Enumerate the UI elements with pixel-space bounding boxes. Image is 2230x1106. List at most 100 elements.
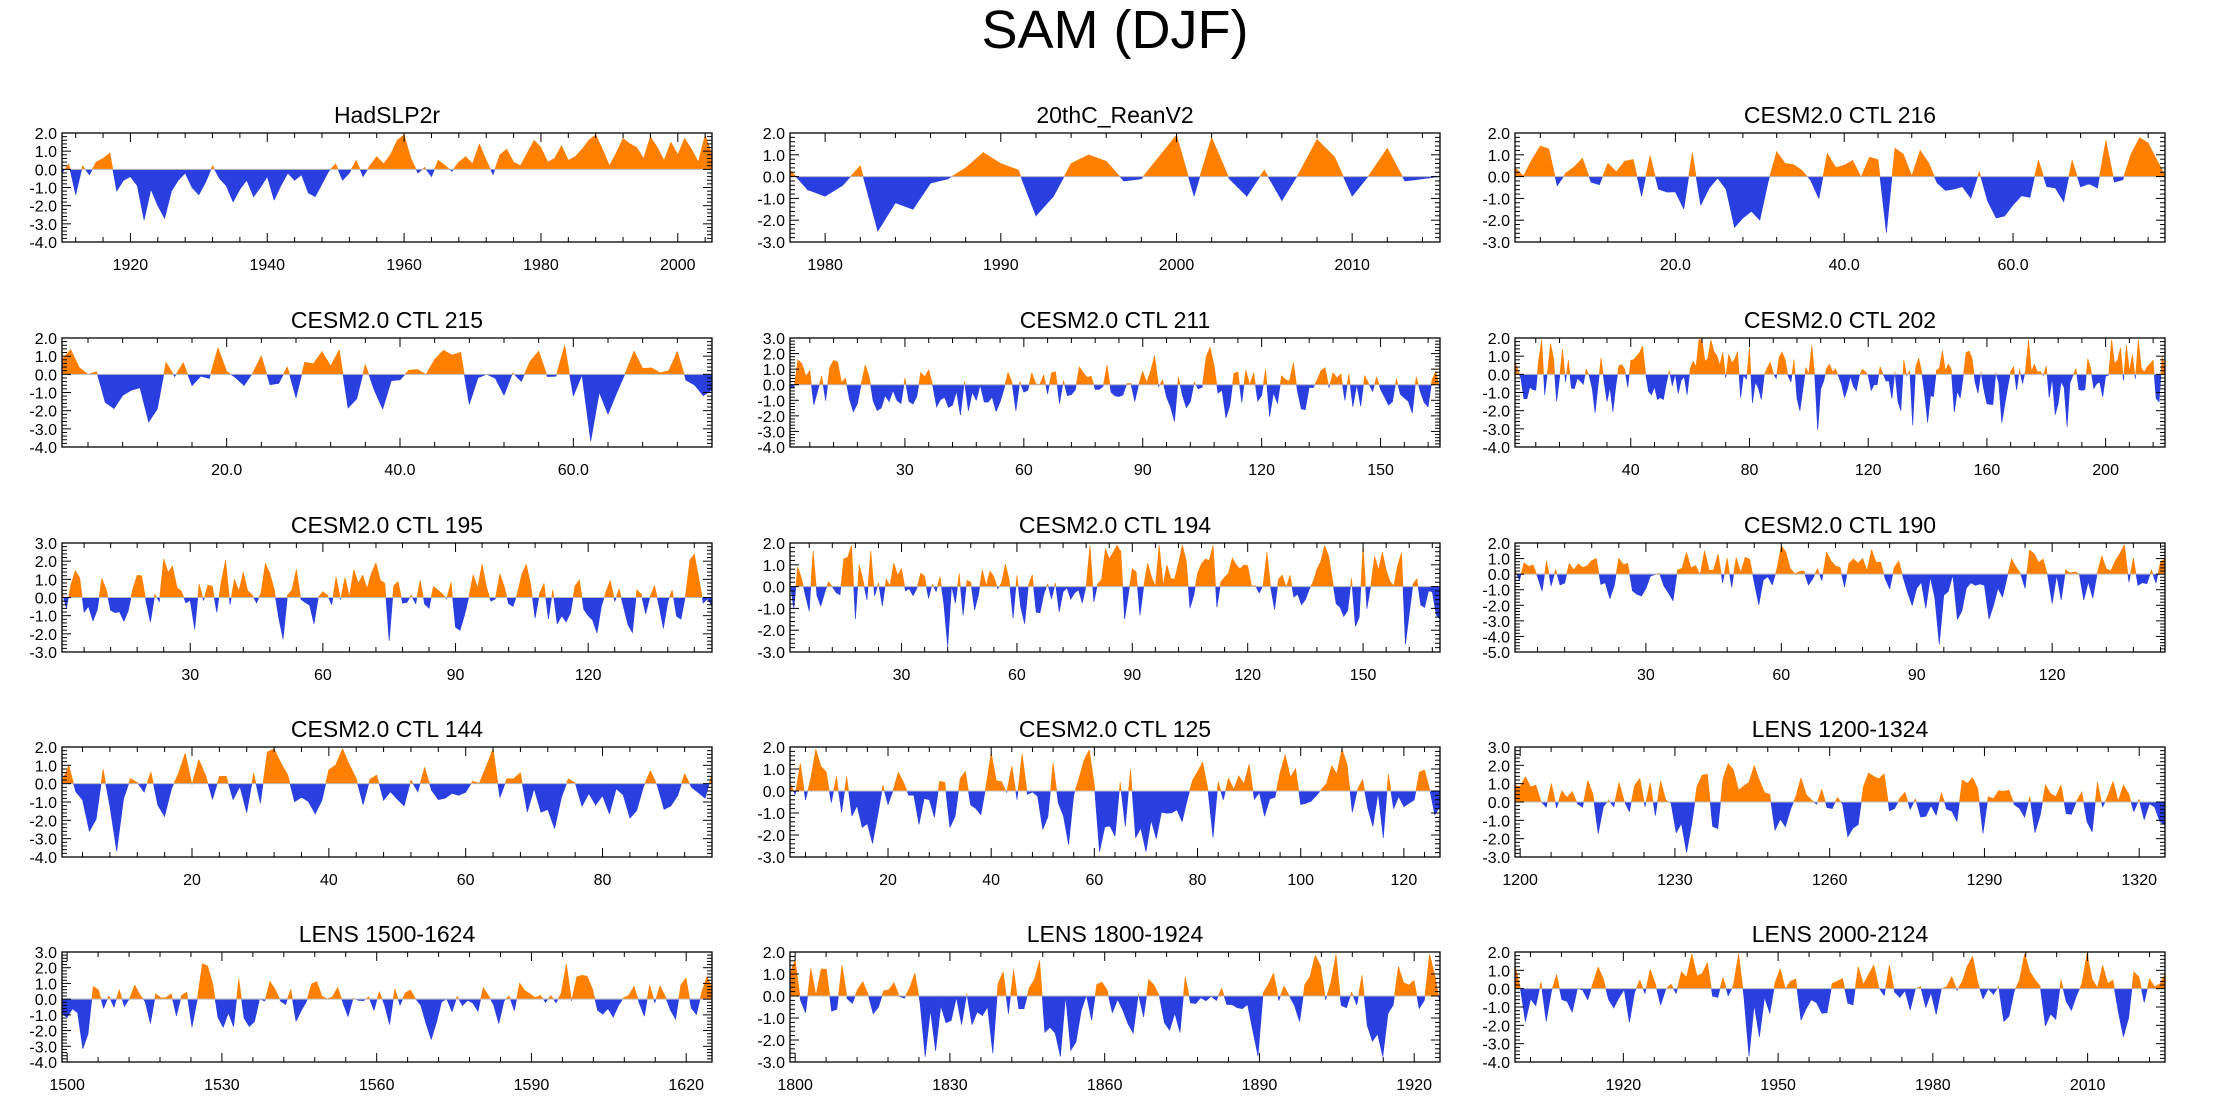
y-tick-label: -4.0 <box>1482 629 1510 646</box>
y-tick-label: -2.0 <box>29 813 57 830</box>
y-tick-label: 1.0 <box>1488 777 1510 794</box>
panel-title: CESM2.0 CTL 216 <box>1744 102 1936 128</box>
plot-frame <box>789 337 1441 448</box>
x-tick-label: 60.0 <box>1997 257 2028 274</box>
y-tick-label: -2.0 <box>1482 213 1510 230</box>
x-tick-label: 2000 <box>1159 257 1195 274</box>
y-tick-label: -1.0 <box>1482 813 1510 830</box>
x-tick-label: 1980 <box>807 257 843 274</box>
y-tick-label: 3.0 <box>35 536 57 553</box>
y-tick-label: -3.0 <box>1482 422 1510 439</box>
y-tick-label: -3.0 <box>757 1055 785 1072</box>
panel-title: CESM2.0 CTL 215 <box>291 307 483 333</box>
positive-anomaly-area <box>789 954 1439 997</box>
y-tick-label: -2.0 <box>29 627 57 644</box>
y-tick-label: 2.0 <box>1488 126 1510 143</box>
y-tick-label: 3.0 <box>1488 740 1510 757</box>
x-tick-label: 1950 <box>1760 1077 1796 1094</box>
negative-anomaly-area <box>61 998 701 1049</box>
negative-anomaly-area <box>799 995 1441 1057</box>
x-tick-label: 1920 <box>1396 1077 1432 1094</box>
negative-anomaly-area <box>795 176 1441 233</box>
y-tick-label: -3.0 <box>29 1039 57 1056</box>
y-tick-label: -2.0 <box>757 623 785 640</box>
y-tick-label: -3.0 <box>1482 1037 1510 1054</box>
x-tick-label: 100 <box>1287 872 1314 889</box>
x-tick-label: 1920 <box>113 257 149 274</box>
y-tick-label: -1.0 <box>29 1008 57 1025</box>
y-tick-label: 0.0 <box>1488 367 1510 384</box>
y-tick-label: -1.0 <box>29 181 57 198</box>
x-tick-label: 90 <box>1908 667 1926 684</box>
y-tick-label: -3.0 <box>757 850 785 867</box>
y-tick-label: -2.0 <box>1482 1018 1510 1035</box>
x-tick-label: 120 <box>1855 462 1882 479</box>
positive-anomaly-area <box>1514 762 2141 803</box>
y-tick-label: -1.0 <box>757 601 785 618</box>
y-tick-label: 0.0 <box>763 378 785 395</box>
y-tick-label: 0.0 <box>35 367 57 384</box>
plot-frame <box>1514 951 2166 1063</box>
y-tick-label: -2.0 <box>29 1024 57 1041</box>
y-tick-label: -3.0 <box>29 217 57 234</box>
plot-frame <box>61 951 713 1063</box>
x-tick-label: 120 <box>1248 462 1275 479</box>
x-tick-label: 160 <box>1974 462 2001 479</box>
y-tick-label: 2.0 <box>35 740 57 757</box>
y-tick-label: 2.0 <box>763 740 785 757</box>
y-tick-label: -2.0 <box>757 1033 785 1050</box>
y-tick-label: -3.0 <box>29 645 57 662</box>
panel-title: CESM2.0 CTL 125 <box>1019 716 1211 742</box>
plot-frame <box>789 542 1441 653</box>
y-tick-label: -3.0 <box>757 424 785 441</box>
x-tick-label: 90 <box>1134 462 1152 479</box>
x-tick-label: 60 <box>314 667 332 684</box>
y-tick-label: 1.0 <box>763 148 785 165</box>
y-tick-label: -4.0 <box>29 440 57 457</box>
x-tick-label: 60.0 <box>558 462 589 479</box>
y-tick-label: 3.0 <box>35 945 57 962</box>
y-tick-label: 2.0 <box>35 331 57 348</box>
x-tick-label: 20 <box>879 872 897 889</box>
plot-frame <box>1514 542 2166 653</box>
x-tick-label: 1260 <box>1812 872 1848 889</box>
panel-title: CESM2.0 CTL 144 <box>291 716 483 742</box>
chart-panel: LENS 2000-2124 2.01.0 0.0-1.0-2.0 -3.0-4.0 1… <box>1482 921 2166 1094</box>
x-tick-label: 30 <box>1637 667 1655 684</box>
y-tick-label: 0.0 <box>1488 982 1510 999</box>
y-tick-label: -1.0 <box>29 386 57 403</box>
panel-title: LENS 1800-1924 <box>1027 921 1204 947</box>
x-tick-label: 90 <box>1123 667 1141 684</box>
x-tick-label: 20.0 <box>1660 257 1691 274</box>
y-tick-label: 2.0 <box>763 945 785 962</box>
y-tick-label: 1.0 <box>1488 349 1510 366</box>
x-tick-label: 200 <box>2092 462 2119 479</box>
y-tick-label: 0.0 <box>35 591 57 608</box>
chart-panel: CESM2.0 CTL 211 3.02.01.00.0-1.0-2.0-3.0-… <box>757 307 1441 479</box>
x-tick-label: 30 <box>181 667 199 684</box>
x-tick-label: 1920 <box>1606 1077 1642 1094</box>
chart-panel: CESM2.0 CTL 194 2.0 1.0 0.0 -1.0 -2.0 -3.0 30 60… <box>757 512 1441 684</box>
chart-panel: 20thC_ReanV2 2.0 1.0 0.0 -1.0 -2.0 -3.0 1980 199… <box>757 102 1441 274</box>
y-tick-label: 0.0 <box>1488 170 1510 187</box>
panel-title: CESM2.0 CTL 195 <box>291 512 483 538</box>
x-tick-label: 120 <box>1234 667 1261 684</box>
y-tick-label: 1.0 <box>763 762 785 779</box>
panel-title: LENS 1200-1324 <box>1752 716 1929 742</box>
x-tick-label: 30 <box>893 667 911 684</box>
y-tick-label: -2.0 <box>1482 404 1510 421</box>
x-tick-label: 40.0 <box>1829 257 1860 274</box>
panel-title: CESM2.0 CTL 194 <box>1019 512 1211 538</box>
positive-anomaly-area <box>91 963 713 1000</box>
y-tick-label: -1.0 <box>1482 191 1510 208</box>
positive-anomaly-area <box>61 748 713 784</box>
positive-anomaly-area <box>789 749 1431 792</box>
negative-anomaly-area <box>61 169 496 221</box>
x-tick-label: 1940 <box>249 257 285 274</box>
y-tick-label: 2.0 <box>1488 536 1510 553</box>
negative-anomaly-area <box>1518 374 2162 431</box>
y-tick-label: 1.0 <box>35 976 57 993</box>
y-tick-label: -3.0 <box>29 422 57 439</box>
chart-panel: LENS 1800-1924 2.0 1.0 0.0 -1.0 -2.0 -3.0 1800 1… <box>757 921 1441 1094</box>
